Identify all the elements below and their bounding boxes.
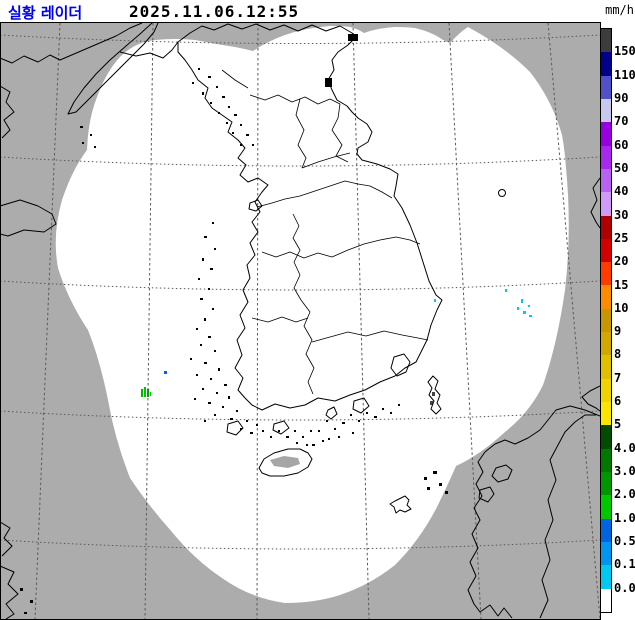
- echo-pixel-8: [141, 389, 143, 397]
- colorbar-label-60: 60: [614, 137, 629, 152]
- radar-coverage-area: [55, 26, 569, 603]
- geoje-island: [390, 353, 411, 377]
- shimane-coast: [590, 177, 600, 229]
- radar-map-canvas: [1, 23, 600, 619]
- colorbar-label-25: 25: [614, 230, 629, 245]
- colorbar-band-14: [601, 355, 611, 379]
- graticule: [1, 23, 600, 619]
- colorbar-label-1.0: 1.0: [614, 510, 635, 525]
- colorbar-label-40: 40: [614, 184, 629, 199]
- coastline-china: [1, 23, 179, 619]
- graticule-parallels: [1, 34, 600, 550]
- tsushima-island: [427, 375, 442, 415]
- colorbar-label-7: 7: [614, 370, 622, 385]
- namhae-island: [352, 397, 370, 414]
- colorbar-band-5: [601, 145, 611, 169]
- colorbar-band-17: [601, 425, 611, 449]
- ulleungdo-island: [498, 189, 506, 197]
- colorbar-label-70: 70: [614, 114, 629, 129]
- colorbar-band-10: [601, 262, 611, 286]
- wando-island: [272, 420, 290, 435]
- echo-pixel-7: [164, 371, 167, 374]
- precipitation-colorbar: [600, 28, 612, 613]
- colorbar-label-50: 50: [614, 160, 629, 175]
- colorbar-band-20: [601, 495, 611, 519]
- echo-pixel-9: [144, 387, 146, 397]
- echo-pixel-5: [529, 315, 532, 317]
- iki-island: [389, 495, 412, 514]
- colorbar-band-8: [601, 215, 611, 239]
- colorbar-label-0.5: 0.5: [614, 534, 635, 549]
- colorbar-label-10: 10: [614, 300, 629, 315]
- colorbar-band-13: [601, 332, 611, 356]
- honshu-fragment: [581, 385, 600, 412]
- province-boundaries: [221, 69, 429, 395]
- colorbar-label-4.0: 4.0: [614, 440, 635, 455]
- colorbar-label-0.0: 0.0: [614, 580, 635, 595]
- echo-pixel-10: [147, 389, 149, 397]
- echo-pixel-0: [505, 289, 507, 292]
- echo-pixel-3: [523, 311, 526, 314]
- korea-mainland-outline: [177, 23, 443, 411]
- colorbar-band-9: [601, 238, 611, 263]
- observation-timestamp: 2025.11.06.12:55: [129, 2, 300, 21]
- jeju-island: [258, 448, 313, 477]
- colorbar-band-3: [601, 98, 611, 123]
- kyushu-west-coast: [467, 405, 600, 619]
- echo-pixel-4: [528, 305, 530, 307]
- precipitation-echoes: [141, 289, 532, 397]
- colorbar-band-21: [601, 518, 611, 542]
- colorbar-band-19: [601, 471, 611, 496]
- colorbar-label-110: 110: [614, 67, 635, 82]
- graticule-meridians: [34, 23, 600, 619]
- colorbar-label-2.0: 2.0: [614, 487, 635, 502]
- colorbar-band-16: [601, 402, 611, 426]
- jindo-island: [226, 420, 244, 436]
- colorbar-band-24: [601, 588, 611, 612]
- colorbar-label-6: 6: [614, 394, 622, 409]
- echo-pixel-2: [517, 307, 519, 310]
- colorbar-band-22: [601, 541, 611, 566]
- hallasan-terrain-patch: [270, 456, 300, 468]
- outlined-islands: [226, 189, 506, 436]
- dolsan-island: [325, 406, 338, 420]
- colorbar-label-8: 8: [614, 347, 622, 362]
- colorbar-label-20: 20: [614, 254, 629, 269]
- coastline-korea: [177, 23, 506, 436]
- colorbar-label-15: 15: [614, 277, 629, 292]
- colorbar-label-5: 5: [614, 417, 622, 432]
- colorbar-label-9: 9: [614, 324, 622, 339]
- colorbar-band-12: [601, 308, 611, 333]
- kyushu-east-coast: [539, 414, 596, 619]
- radar-map: [0, 22, 601, 620]
- colorbar-band-2: [601, 75, 611, 99]
- colorbar-label-0.1: 0.1: [614, 557, 635, 572]
- colorbar-band-1: [601, 52, 611, 76]
- page-title: 실황 레이더: [8, 4, 83, 22]
- colorbar-band-23: [601, 565, 611, 589]
- colorbar-band-0: [601, 29, 611, 53]
- coastline-japan: [389, 177, 600, 619]
- colorbar-band-18: [601, 448, 611, 472]
- colorbar-label-30: 30: [614, 207, 629, 222]
- legend-unit-label: mm/h: [605, 3, 634, 17]
- colorbar-band-6: [601, 168, 611, 193]
- echo-pixel-6: [434, 299, 436, 302]
- colorbar-band-4: [601, 122, 611, 146]
- echo-pixel-11: [150, 392, 151, 396]
- colorbar-band-7: [601, 192, 611, 216]
- ganghwa-island: [248, 199, 263, 212]
- colorbar-band-15: [601, 378, 611, 402]
- echo-pixel-1: [521, 299, 523, 303]
- colorbar-label-90: 90: [614, 90, 629, 105]
- colorbar-label-150: 150: [614, 44, 635, 59]
- colorbar-band-11: [601, 285, 611, 309]
- colorbar-label-3.0: 3.0: [614, 464, 635, 479]
- amakusa-islands: [478, 464, 513, 503]
